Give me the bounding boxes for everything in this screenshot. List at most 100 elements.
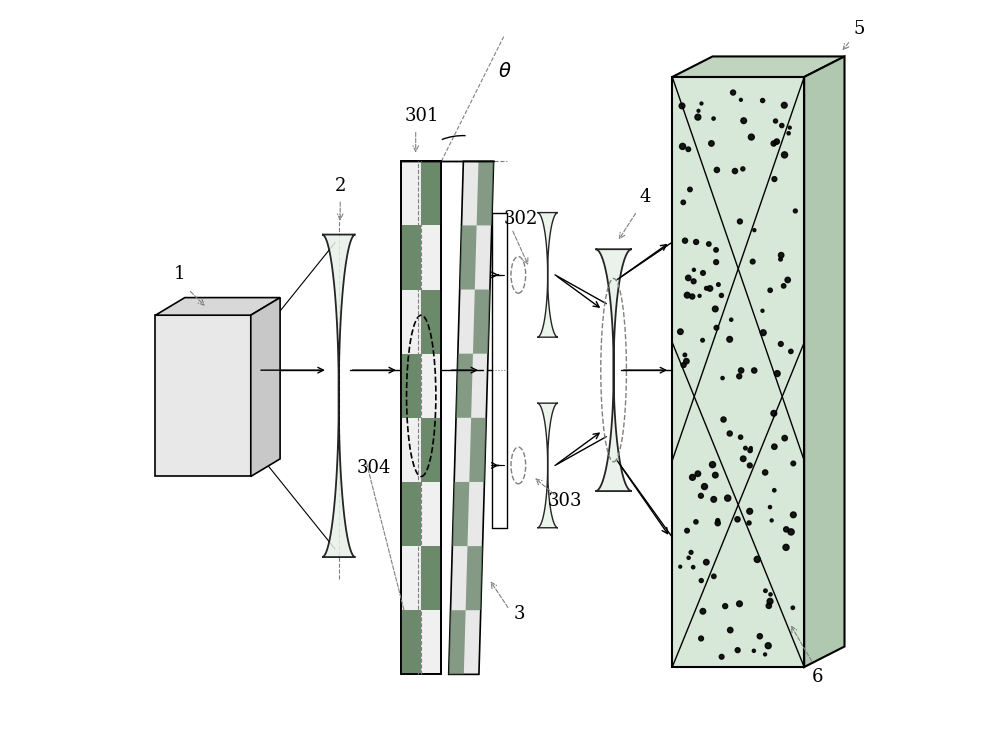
Point xyxy=(713,290,729,301)
Point xyxy=(730,644,746,656)
Polygon shape xyxy=(449,161,494,674)
Polygon shape xyxy=(251,298,280,476)
Text: 6: 6 xyxy=(812,668,823,685)
Point xyxy=(782,122,798,133)
Text: 1: 1 xyxy=(174,265,185,282)
Point xyxy=(683,547,699,559)
Point xyxy=(731,370,747,382)
Point xyxy=(708,257,724,268)
Polygon shape xyxy=(401,482,421,546)
Point xyxy=(710,515,726,526)
Point xyxy=(723,314,739,325)
Point xyxy=(701,238,717,250)
Point xyxy=(741,517,757,528)
Point xyxy=(709,164,725,176)
Point xyxy=(768,115,784,127)
Text: 303: 303 xyxy=(548,492,582,509)
Point xyxy=(766,485,782,496)
Point xyxy=(754,305,770,317)
Point xyxy=(679,290,695,301)
Polygon shape xyxy=(421,290,441,353)
Polygon shape xyxy=(460,226,477,290)
Point xyxy=(733,94,749,106)
Point xyxy=(681,552,697,564)
Point xyxy=(680,272,696,284)
Point xyxy=(767,137,783,149)
Polygon shape xyxy=(456,353,473,418)
Point xyxy=(702,283,718,295)
Point xyxy=(682,183,698,195)
Point xyxy=(684,471,700,483)
Point xyxy=(703,138,719,150)
Polygon shape xyxy=(477,161,494,226)
Point xyxy=(785,509,801,520)
Point xyxy=(773,338,789,350)
Point xyxy=(717,600,733,612)
Point xyxy=(674,100,690,111)
Polygon shape xyxy=(672,56,845,77)
Point xyxy=(746,364,762,376)
Point xyxy=(762,501,778,513)
Point xyxy=(676,359,692,371)
Point xyxy=(785,457,801,469)
Text: 301: 301 xyxy=(405,107,439,125)
Point xyxy=(688,236,704,248)
Polygon shape xyxy=(421,418,441,482)
Point xyxy=(766,408,782,419)
Point xyxy=(725,86,741,98)
Point xyxy=(755,95,771,106)
Point xyxy=(690,468,706,479)
Point xyxy=(764,515,780,526)
Point xyxy=(778,523,794,535)
Polygon shape xyxy=(469,418,486,482)
Point xyxy=(706,570,722,582)
Point xyxy=(710,279,726,290)
Point xyxy=(698,556,714,568)
Point xyxy=(746,645,762,657)
Polygon shape xyxy=(155,315,251,476)
Text: 3: 3 xyxy=(513,605,525,623)
Polygon shape xyxy=(804,56,845,667)
Point xyxy=(708,244,724,256)
Point xyxy=(722,625,738,636)
Point xyxy=(678,356,694,367)
Point xyxy=(742,460,758,471)
Text: 4: 4 xyxy=(639,188,651,205)
Polygon shape xyxy=(672,77,804,667)
Point xyxy=(720,493,736,504)
Point xyxy=(693,490,709,501)
Polygon shape xyxy=(421,546,441,610)
Polygon shape xyxy=(421,161,441,226)
Point xyxy=(692,290,708,302)
Point xyxy=(690,105,706,117)
Point xyxy=(745,256,761,268)
Point xyxy=(686,276,702,287)
Point xyxy=(780,274,796,286)
Point xyxy=(783,345,799,357)
Point xyxy=(733,431,749,443)
Point xyxy=(732,216,748,227)
Point xyxy=(672,326,688,338)
Point xyxy=(677,349,693,361)
Point xyxy=(766,173,782,185)
Text: $\theta$: $\theta$ xyxy=(498,62,511,81)
Text: 2: 2 xyxy=(335,177,346,194)
Point xyxy=(762,284,778,296)
Point xyxy=(693,97,709,109)
Point xyxy=(774,119,790,131)
Point xyxy=(695,267,711,279)
Point xyxy=(757,585,773,597)
Point xyxy=(773,249,789,261)
Polygon shape xyxy=(401,161,441,674)
Polygon shape xyxy=(473,290,490,353)
Point xyxy=(785,602,801,614)
Point xyxy=(776,100,792,111)
Point xyxy=(705,459,721,471)
Point xyxy=(722,334,738,345)
Point xyxy=(769,368,785,380)
Point xyxy=(693,575,709,586)
Point xyxy=(746,224,762,236)
Point xyxy=(787,205,803,217)
Point xyxy=(781,128,797,139)
Point xyxy=(731,598,747,610)
